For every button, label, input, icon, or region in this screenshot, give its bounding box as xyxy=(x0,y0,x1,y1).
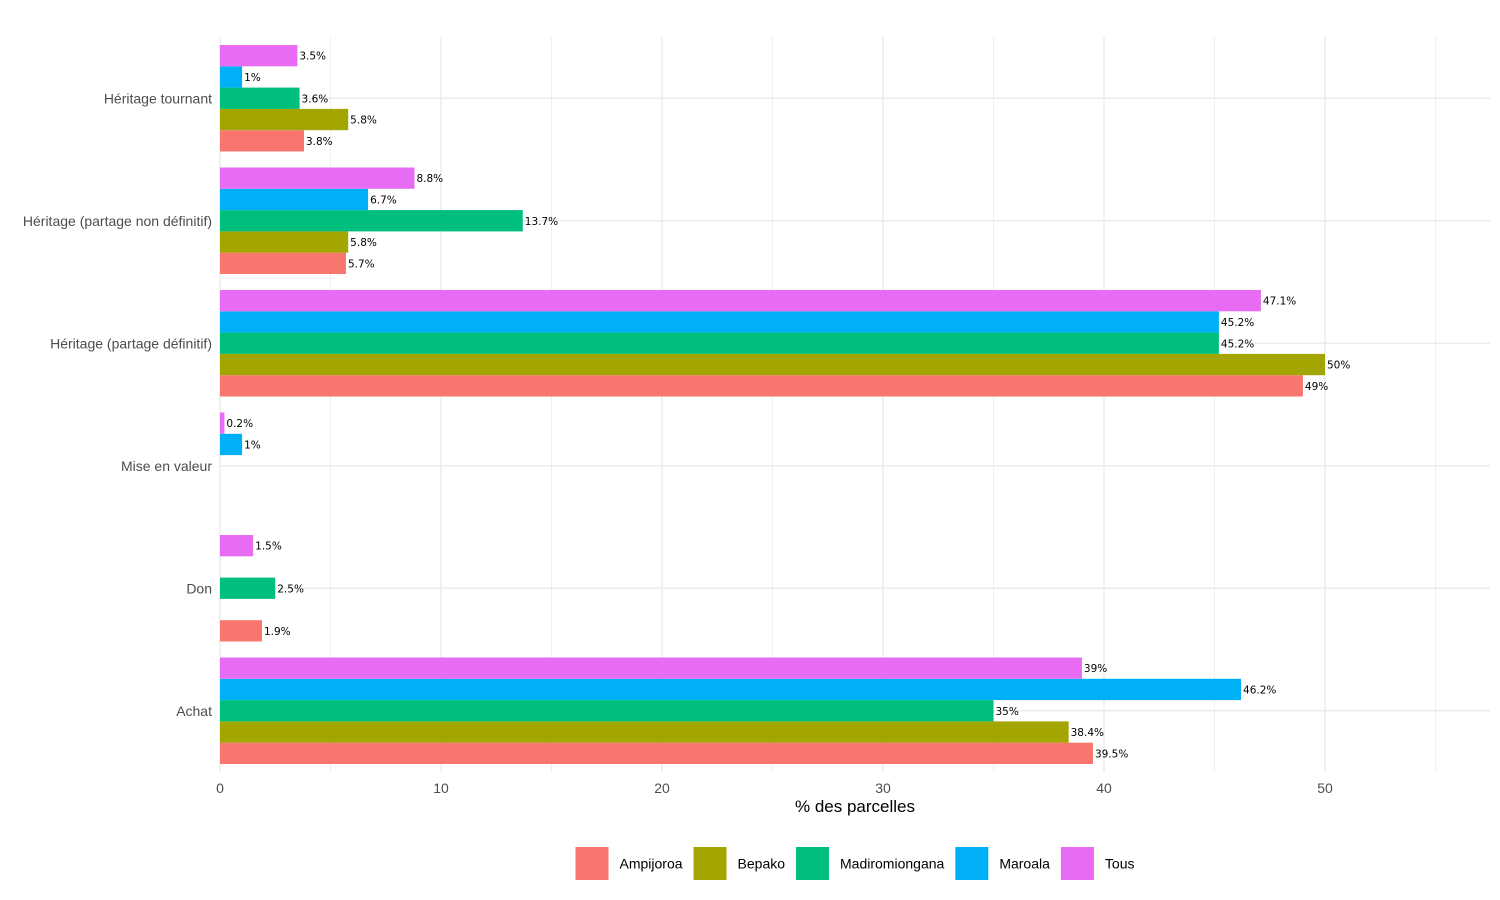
bar-ampijoroa xyxy=(220,742,1093,764)
data-label: 1.5% xyxy=(255,541,282,553)
y-tick-label: Mise en valeur xyxy=(121,458,212,474)
bar-madiromiongana xyxy=(220,700,994,722)
data-label: 13.7% xyxy=(525,216,558,228)
legend-key xyxy=(796,847,830,880)
legend: Ampijoroa Bepako Madiromiongana Maroala Tous xyxy=(575,847,1135,880)
bar-tous xyxy=(220,290,1261,312)
data-label: 35% xyxy=(996,706,1019,718)
x-tick-label: 50 xyxy=(1317,780,1333,796)
legend-label: Ampijoroa xyxy=(620,856,683,872)
data-label: 47.1% xyxy=(1263,296,1296,308)
data-label: 3.6% xyxy=(302,93,329,105)
y-tick-label: Héritage tournant xyxy=(104,90,212,106)
data-label: 45.2% xyxy=(1221,338,1254,350)
data-labels: 39.5% 38.4% 35% 46.2% 39% 1.9% 2.5% 1.5% 1% 0.2% 4… xyxy=(226,51,1350,761)
legend-item-bepako: Bepako xyxy=(693,847,786,880)
data-label: 50% xyxy=(1327,360,1350,372)
y-tick-label: Don xyxy=(186,580,212,596)
data-label: 39.5% xyxy=(1095,748,1128,760)
legend-key xyxy=(575,847,609,880)
bar-madiromiongana xyxy=(220,577,276,599)
bar-ampijoroa xyxy=(220,130,304,152)
x-axis-title: % des parcelles xyxy=(795,797,915,816)
data-label: 39% xyxy=(1084,663,1107,675)
x-tick-label: 10 xyxy=(433,780,449,796)
bar-maroala xyxy=(220,311,1219,333)
data-label: 49% xyxy=(1305,381,1328,393)
bar-tous xyxy=(220,412,225,434)
y-tick-label: Achat xyxy=(176,703,212,719)
bar-madiromiongana xyxy=(220,87,300,109)
data-label: 1% xyxy=(244,439,261,451)
legend-label: Maroala xyxy=(999,856,1050,872)
bar-tous xyxy=(220,535,254,557)
data-label: 2.5% xyxy=(277,583,304,595)
bar-ampijoroa xyxy=(220,252,346,274)
legend-key xyxy=(1060,847,1094,880)
data-label: 6.7% xyxy=(370,194,397,206)
bar-maroala xyxy=(220,678,1242,701)
bar-maroala xyxy=(220,188,369,211)
bar-maroala xyxy=(220,66,243,88)
bar-ampijoroa xyxy=(220,620,262,642)
legend-label: Tous xyxy=(1105,856,1135,872)
data-label: 5.7% xyxy=(348,258,375,270)
data-label: 46.2% xyxy=(1243,684,1276,696)
data-label: 5.8% xyxy=(350,237,377,249)
data-label: 38.4% xyxy=(1071,727,1104,739)
bar-maroala xyxy=(220,433,243,456)
legend-item-madiromiongana: Madiromiongana xyxy=(796,847,945,880)
bar-tous xyxy=(220,45,298,67)
y-tick-label: Héritage (partage non définitif) xyxy=(23,213,212,229)
legend-label: Bepako xyxy=(738,856,786,872)
legend-item-maroala: Maroala xyxy=(955,847,1050,880)
data-label: 1% xyxy=(244,72,261,84)
bar-bepako xyxy=(220,108,349,131)
bar-ampijoroa xyxy=(220,375,1303,397)
y-axis: Achat Don Mise en valeur Héritage (partage … xyxy=(23,90,212,719)
bar-madiromiongana xyxy=(220,210,523,232)
bar-bepako xyxy=(220,231,349,253)
legend-key xyxy=(693,847,727,880)
data-label: 45.2% xyxy=(1221,317,1254,329)
data-label: 0.2% xyxy=(226,418,253,430)
bar-tous xyxy=(220,657,1082,679)
data-label: 3.5% xyxy=(299,51,326,63)
bar-bepako xyxy=(220,353,1325,376)
x-tick-label: 40 xyxy=(1096,780,1112,796)
data-label: 5.8% xyxy=(350,115,377,127)
legend-item-ampijoroa: Ampijoroa xyxy=(575,847,683,880)
x-tick-label: 30 xyxy=(875,780,891,796)
x-tick-label: 20 xyxy=(654,780,670,796)
data-label: 1.9% xyxy=(264,626,291,638)
bars xyxy=(220,45,1325,764)
bar-madiromiongana xyxy=(220,332,1219,354)
y-tick-label: Héritage (partage définitif) xyxy=(50,335,212,351)
data-label: 8.8% xyxy=(416,173,443,185)
x-tick-label: 0 xyxy=(216,780,224,796)
legend-key xyxy=(955,847,989,880)
x-axis: 0 10 20 30 40 50 xyxy=(216,780,1333,796)
bar-tous xyxy=(220,167,415,189)
legend-item-tous: Tous xyxy=(1060,847,1135,880)
data-label: 3.8% xyxy=(306,136,333,148)
legend-label: Madiromiongana xyxy=(840,856,944,872)
bar-bepako xyxy=(220,721,1069,743)
